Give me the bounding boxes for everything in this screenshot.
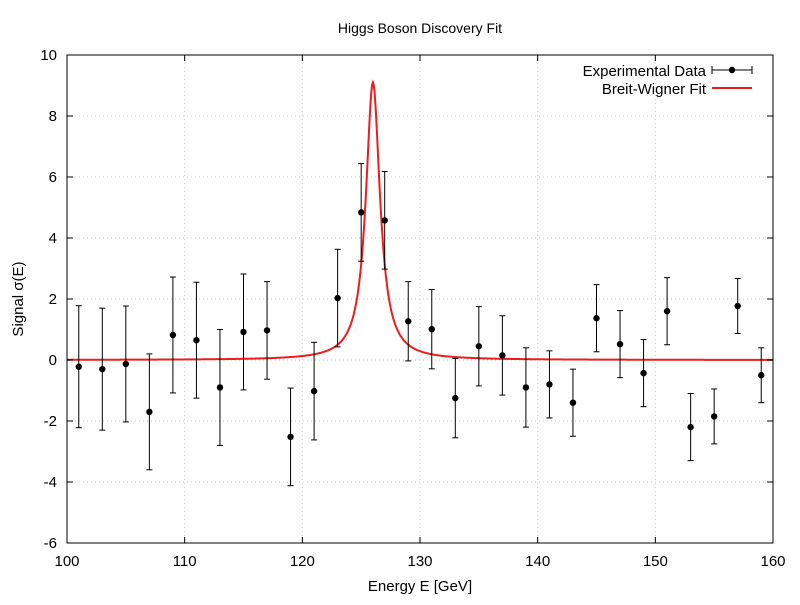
data-point — [146, 408, 153, 416]
data-point — [663, 308, 671, 315]
y-tick-label: 0 — [49, 352, 57, 369]
data-point — [240, 328, 247, 336]
x-tick-label: 140 — [525, 553, 550, 570]
data-point — [687, 423, 694, 431]
legend-label-breit-wigner-fit: Breit-Wigner Fit — [602, 81, 707, 98]
fit-curve-line — [67, 79, 773, 361]
grid-layer — [67, 55, 773, 543]
data-point — [357, 209, 365, 216]
data-point — [758, 372, 765, 379]
data-point — [710, 413, 718, 420]
data-point — [310, 387, 318, 395]
data-point — [193, 336, 200, 344]
x-tick-label: 110 — [173, 553, 197, 570]
y-tick-label: 8 — [49, 108, 57, 125]
data-point — [334, 294, 341, 302]
legend: Experimental Data Breit-Wigner Fit — [583, 63, 753, 98]
x-axis-label: Energy E [GeV] — [368, 578, 472, 595]
y-tick-label: -4 — [44, 474, 57, 491]
curve-layer — [67, 79, 773, 361]
x-tick-label: 150 — [643, 553, 668, 570]
legend-label-experimental-data: Experimental Data — [583, 63, 707, 80]
data-point — [546, 381, 553, 388]
data-point — [452, 394, 459, 402]
data-point — [122, 360, 130, 368]
data-point — [475, 343, 483, 350]
x-tick-label: 130 — [407, 553, 432, 570]
data-point — [75, 363, 82, 370]
data-point — [263, 327, 271, 334]
data-point — [593, 315, 600, 322]
y-tick-label: 6 — [49, 169, 57, 186]
data-point — [99, 365, 106, 373]
data-point — [287, 433, 294, 441]
y-tick-label: 10 — [40, 47, 57, 64]
y-tick-label: -6 — [44, 535, 57, 552]
data-point — [428, 325, 435, 333]
y-tick-label: 4 — [49, 230, 57, 247]
data-point — [169, 331, 177, 339]
legend-sample-point — [728, 66, 736, 74]
x-tick-label: 160 — [760, 553, 785, 570]
ticks-layer: 100 110 120 130 140 150 160 -6 -4 -2 0 2 4 6 8 10 — [40, 47, 785, 570]
x-tick-label: 120 — [290, 553, 315, 570]
chart-title: Higgs Boson Discovery Fit — [338, 20, 502, 36]
y-tick-label: 2 — [49, 291, 57, 308]
x-tick-label: 100 — [54, 553, 79, 570]
data-point — [405, 318, 412, 325]
data-point — [499, 352, 506, 359]
points-layer — [75, 163, 765, 487]
data-point — [569, 399, 577, 406]
data-point — [640, 369, 647, 377]
data-point — [522, 384, 530, 391]
data-point — [216, 384, 224, 391]
data-point — [616, 340, 624, 348]
y-tick-label: -2 — [44, 413, 57, 430]
data-point — [381, 217, 388, 224]
y-axis-label: Signal σ(E) — [10, 261, 27, 336]
data-point — [734, 302, 741, 310]
